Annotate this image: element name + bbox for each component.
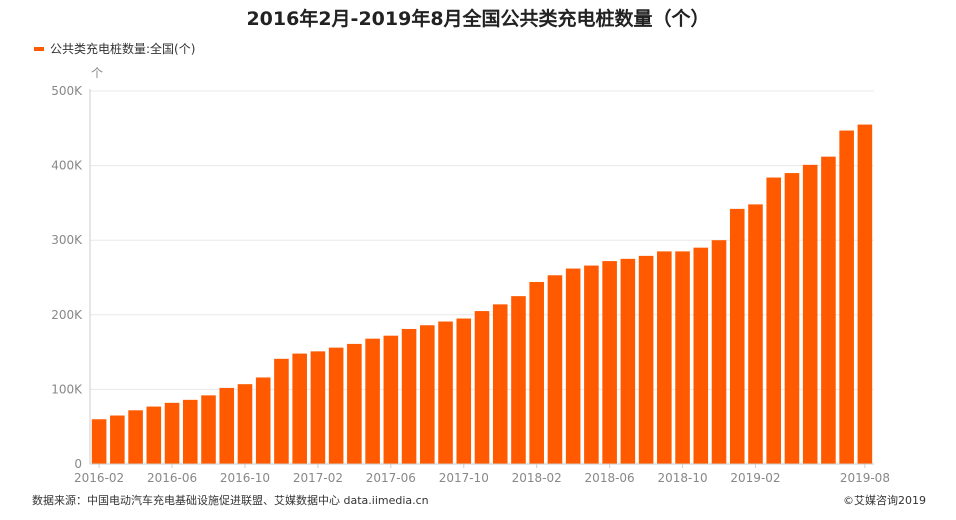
- bar-2018-04: [565, 268, 581, 464]
- bar-2017-11: [474, 311, 490, 464]
- bar-2016-10: [237, 384, 253, 464]
- x-tick-label: 2019-02: [730, 471, 780, 485]
- bar-2016-05: [146, 406, 162, 464]
- y-tick-label: 0: [74, 457, 82, 471]
- bar-2017-10: [456, 318, 472, 464]
- y-tick-label: 200K: [51, 308, 83, 322]
- bar-2017-08: [420, 325, 435, 464]
- bar-2016-04: [128, 410, 143, 464]
- legend-label: 公共类充电桩数量:全国(个): [50, 42, 196, 56]
- x-tick-label: 2016-10: [220, 471, 270, 485]
- bar-2016-12: [274, 358, 289, 464]
- legend[interactable]: 公共类充电桩数量:全国(个): [34, 40, 195, 57]
- bar-2018-01: [511, 296, 526, 464]
- bar-2017-06: [383, 335, 399, 464]
- x-tick-label: 2017-02: [293, 471, 343, 485]
- bar-2019-07: [839, 130, 854, 464]
- x-tick-label: 2018-06: [585, 471, 635, 485]
- x-tick-label: 2016-06: [147, 471, 197, 485]
- bar-2018-06: [602, 261, 617, 464]
- bar-2019-03: [766, 177, 782, 464]
- x-tick-label: 2016-02: [74, 471, 124, 485]
- legend-swatch: [34, 46, 44, 51]
- bar-2016-11: [255, 377, 271, 464]
- bar-2018-07: [620, 258, 636, 464]
- bar-2018-09: [657, 251, 672, 464]
- bar-2016-09: [219, 387, 235, 464]
- bar-2017-04: [347, 343, 362, 464]
- bar-2017-01: [292, 353, 307, 464]
- bar-2017-05: [365, 338, 380, 464]
- bar-2019-05: [802, 164, 818, 464]
- bar-2019-08: [857, 124, 873, 464]
- bar-2018-11: [693, 247, 709, 464]
- bar-2018-05: [584, 265, 599, 464]
- bar-2016-06: [164, 402, 180, 464]
- bar-2018-10: [675, 251, 690, 464]
- bar-2016-02: [91, 419, 107, 464]
- bar-2017-07: [401, 328, 417, 464]
- bar-2017-12: [492, 304, 508, 464]
- bar-2016-03: [110, 415, 125, 464]
- data-source-note: 数据来源：中国电动汽车充电基础设施促进联盟、艾媒数据中心 data.iimedi…: [32, 494, 429, 507]
- bar-2019-01: [729, 208, 745, 464]
- bar-2016-07: [182, 399, 198, 464]
- bar-2019-06: [821, 156, 836, 464]
- y-tick-label: 400K: [51, 159, 83, 173]
- copyright-note: ©艾媒咨询2019: [843, 494, 926, 507]
- bars: [91, 124, 873, 464]
- bar-2018-02: [529, 281, 544, 464]
- x-tick-label: 2018-10: [657, 471, 707, 485]
- y-axis-unit-label: 个: [91, 66, 104, 80]
- bar-2018-08: [638, 255, 654, 464]
- y-tick-label: 500K: [51, 84, 83, 98]
- bar-2019-02: [748, 204, 763, 464]
- bar-2016-08: [201, 395, 216, 464]
- bar-2017-02: [310, 351, 326, 464]
- bar-2018-03: [547, 275, 563, 464]
- bar-2018-12: [711, 240, 727, 464]
- y-tick-label: 300K: [51, 233, 83, 247]
- x-tick-label: 2018-02: [512, 471, 562, 485]
- bar-2017-09: [438, 321, 453, 464]
- y-tick-label: 100K: [51, 382, 83, 396]
- chart-title: 2016年2月-2019年8月全国公共类充电桩数量（个）: [246, 8, 710, 30]
- x-tick-label: 2017-06: [366, 471, 416, 485]
- axes: 0 100K 200K 300K 400K 500K 2016-02 2016-06 2016-…: [51, 84, 890, 485]
- x-tick-label: 2017-10: [439, 471, 489, 485]
- bar-2019-04: [784, 173, 800, 464]
- bar-2017-03: [328, 347, 344, 464]
- x-tick-label: 2019-08: [840, 471, 890, 485]
